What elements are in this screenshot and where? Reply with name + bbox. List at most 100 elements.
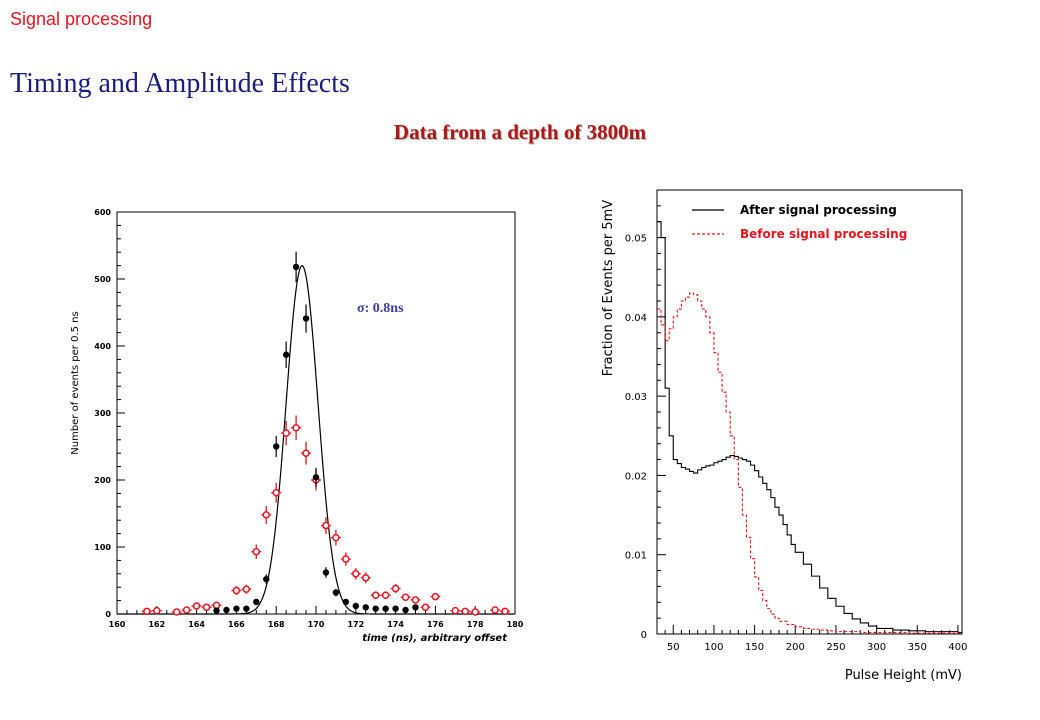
data-point-after xyxy=(372,605,379,612)
y-tick-label: 500 xyxy=(94,275,111,284)
data-point-after xyxy=(233,605,240,612)
x-tick-label: 150 xyxy=(745,642,764,653)
x-tick-label: 200 xyxy=(786,642,805,653)
y-tick-label: 0 xyxy=(105,610,111,619)
x-tick-label: 160 xyxy=(109,620,126,629)
y-tick-label: 0 xyxy=(641,630,647,641)
legend-entry: After signal processing xyxy=(740,203,897,217)
data-point-before xyxy=(272,488,280,497)
series-line-after xyxy=(657,221,962,633)
data-point-before xyxy=(322,521,330,530)
data-point-before xyxy=(391,584,400,593)
x-tick-label: 178 xyxy=(467,620,484,629)
data-point-after xyxy=(332,589,340,596)
x-tick-label: 164 xyxy=(188,620,205,629)
x-tick-label: 250 xyxy=(826,642,845,653)
data-point-after xyxy=(292,263,300,271)
data-point-after xyxy=(282,351,290,358)
data-point-before xyxy=(352,570,360,578)
sigma-annotation: σ: 0.8ns xyxy=(357,301,404,316)
gaussian-fit-line xyxy=(117,264,515,615)
data-point-after xyxy=(263,575,270,583)
data-point-after xyxy=(352,602,359,610)
data-point-before xyxy=(252,547,261,556)
data-point-after xyxy=(392,605,399,612)
x-tick-label: 176 xyxy=(427,620,444,629)
y-tick-label: 0.01 xyxy=(625,551,647,562)
data-point-before xyxy=(262,511,270,519)
data-point-after xyxy=(322,569,330,576)
data-point-after xyxy=(223,606,230,614)
data-point-after xyxy=(342,598,350,606)
data-point-before xyxy=(292,423,300,432)
data-point-before xyxy=(282,429,290,437)
x-tick-label: 170 xyxy=(308,620,325,629)
data-point-after xyxy=(273,443,280,450)
y-tick-label: 200 xyxy=(94,476,111,485)
data-point-before xyxy=(153,606,161,615)
data-point-before xyxy=(431,592,440,601)
data-point-before xyxy=(491,606,499,614)
x-tick-label: 50 xyxy=(667,642,680,653)
x-tick-label: 172 xyxy=(347,620,364,629)
x-tick-label: 166 xyxy=(228,620,245,629)
x-axis-label: Pulse Height (mV) xyxy=(845,668,962,683)
y-axis-label: Fraction of Events per 5mV xyxy=(601,200,616,376)
data-point-before xyxy=(401,593,410,601)
data-point-before xyxy=(342,555,350,563)
data-point-before xyxy=(332,533,340,542)
data-point-before xyxy=(471,608,479,616)
data-point-before xyxy=(381,591,390,599)
x-tick-label: 300 xyxy=(867,642,886,653)
x-tick-label: 100 xyxy=(704,642,723,653)
data-point-before xyxy=(302,449,310,457)
data-point-before xyxy=(202,603,211,612)
data-point-before xyxy=(182,606,191,614)
x-tick-label: 350 xyxy=(908,642,927,653)
x-tick-label: 174 xyxy=(387,620,404,629)
plot-frame xyxy=(656,189,963,635)
data-point-after xyxy=(312,474,320,481)
data-point-after xyxy=(402,606,409,614)
data-point-before xyxy=(501,607,509,616)
y-tick-label: 0.05 xyxy=(625,234,647,245)
data-point-after xyxy=(253,598,260,606)
data-point-after xyxy=(412,604,419,611)
data-point-before xyxy=(172,608,181,616)
data-point-before xyxy=(451,606,460,615)
y-tick-label: 400 xyxy=(94,342,111,351)
y-tick-label: 0.02 xyxy=(625,471,647,482)
x-tick-label: 180 xyxy=(507,620,524,629)
y-tick-label: 300 xyxy=(94,409,111,418)
y-axis-label: Number of events per 0.5 ns xyxy=(70,311,81,454)
data-point-before xyxy=(362,574,370,582)
data-point-before xyxy=(232,586,241,595)
x-tick-label: 162 xyxy=(148,620,165,629)
x-tick-label: 400 xyxy=(948,642,967,653)
slide-title: Timing and Amplitude Effects xyxy=(10,68,350,99)
y-tick-label: 600 xyxy=(94,208,111,217)
data-point-before xyxy=(421,603,430,612)
y-tick-label: 0.04 xyxy=(625,313,647,324)
y-tick-label: 100 xyxy=(94,543,111,552)
chart-subtitle: Data from a depth of 3800m xyxy=(393,120,647,144)
data-point-after xyxy=(302,315,310,322)
legend-entry: Before signal processing xyxy=(740,227,907,241)
x-tick-label: 168 xyxy=(268,620,285,629)
series-line-before xyxy=(657,292,962,634)
data-point-after xyxy=(382,605,389,612)
section-label: Signal processing xyxy=(10,9,153,29)
x-axis-label: time (ns), arbitrary offset xyxy=(362,633,508,644)
data-point-before xyxy=(411,596,420,604)
data-point-before xyxy=(192,602,201,610)
data-point-after xyxy=(213,607,220,614)
data-point-after xyxy=(362,604,369,611)
data-point-before xyxy=(371,591,380,599)
data-point-before xyxy=(461,607,469,616)
data-point-after xyxy=(243,605,250,612)
data-point-before xyxy=(242,585,251,593)
y-tick-label: 0.03 xyxy=(625,392,647,403)
data-point-before xyxy=(143,607,151,616)
